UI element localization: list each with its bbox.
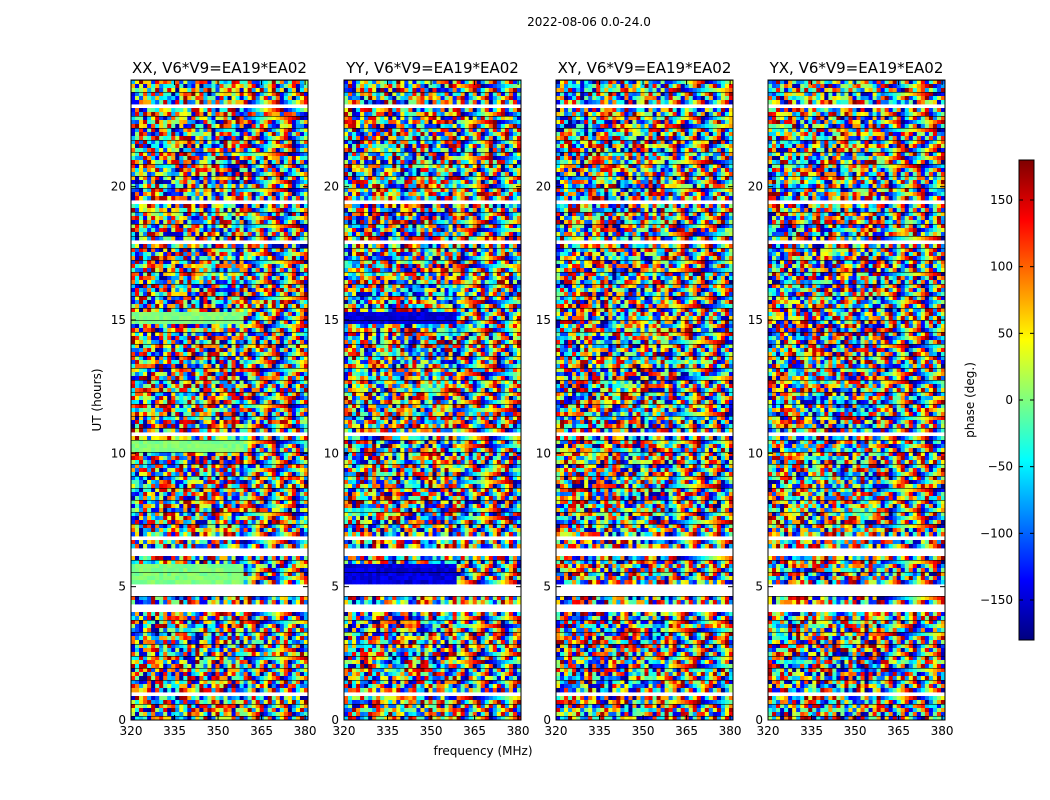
y-tick-label: 20: [324, 180, 339, 194]
panel-4: YX, V6*V9=EA19*EA02 320 335 350 365 380 0 5 10 15…: [748, 59, 954, 738]
y-tick-label: 0: [118, 713, 126, 727]
panel-frame: [130, 79, 309, 721]
y-tick-label: 10: [324, 446, 339, 460]
x-tick-label: 320: [757, 724, 780, 738]
x-tick-label: 350: [420, 724, 443, 738]
colorbar-tick-label: 100: [990, 260, 1013, 274]
panel-title: YY, V6*V9=EA19*EA02: [345, 59, 519, 77]
x-tick-label: 320: [545, 724, 568, 738]
y-tick-label: 15: [748, 313, 763, 327]
colorbar-tick-label: −100: [980, 526, 1013, 540]
x-tick-label: 380: [931, 724, 954, 738]
colorbar-tick-label: −50: [988, 460, 1013, 474]
x-tick-label: 380: [507, 724, 530, 738]
x-tick-label: 365: [250, 724, 273, 738]
x-tick-label: 335: [376, 724, 399, 738]
y-tick-label: 10: [111, 446, 126, 460]
x-tick-label: 365: [463, 724, 486, 738]
panel-1: XX, V6*V9=EA19*EA02 320 335 350 365 380 0 5 10 15…: [111, 59, 317, 738]
y-tick-label: 5: [755, 580, 763, 594]
x-tick-label: 320: [120, 724, 143, 738]
panel-2: YY, V6*V9=EA19*EA02 320 335 350 365 380 0 5 10 15…: [324, 59, 530, 738]
x-axis-label: frequency (MHz): [433, 744, 532, 758]
y-tick-label: 0: [755, 713, 763, 727]
y-tick-label: 15: [111, 313, 126, 327]
y-tick-label: 10: [748, 446, 763, 460]
x-tick-label: 335: [800, 724, 823, 738]
colorbar-tick-label: 50: [998, 326, 1013, 340]
panel-frame: [343, 79, 522, 721]
panel-3: XY, V6*V9=EA19*EA02 320 335 350 365 380 0 5 10 15…: [536, 59, 742, 738]
y-tick-label: 0: [543, 713, 551, 727]
panel-title: YX, V6*V9=EA19*EA02: [769, 59, 944, 77]
x-tick-label: 350: [207, 724, 230, 738]
colorbar-label: phase (deg.): [963, 362, 977, 438]
x-tick-label: 380: [719, 724, 742, 738]
y-tick-label: 5: [118, 580, 126, 594]
colorbar: −150 −100 −50 0 50 100 150: [980, 159, 1035, 641]
panel-frame: [555, 79, 734, 721]
y-tick-label: 10: [536, 446, 551, 460]
x-tick-label: 320: [333, 724, 356, 738]
y-tick-label: 20: [536, 180, 551, 194]
y-axis-label: UT (hours): [90, 368, 104, 431]
x-tick-label: 335: [588, 724, 611, 738]
x-tick-label: 350: [632, 724, 655, 738]
y-tick-label: 20: [111, 180, 126, 194]
phase-image: [768, 80, 945, 720]
panel-frame: [767, 79, 946, 721]
x-tick-label: 380: [294, 724, 317, 738]
figure-suptitle: 2022-08-06 0.0-24.0: [527, 15, 651, 29]
phase-image: [556, 80, 733, 720]
x-tick-label: 365: [675, 724, 698, 738]
y-tick-label: 0: [331, 713, 339, 727]
colorbar-tick-label: 0: [1005, 393, 1013, 407]
phase-image: [344, 80, 521, 720]
phase-image: [131, 80, 308, 720]
panel-title: XY, V6*V9=EA19*EA02: [558, 59, 732, 77]
panel-title: XX, V6*V9=EA19*EA02: [132, 59, 307, 77]
y-tick-label: 15: [324, 313, 339, 327]
y-tick-label: 15: [536, 313, 551, 327]
x-tick-label: 365: [887, 724, 910, 738]
y-tick-label: 5: [543, 580, 551, 594]
y-tick-label: 20: [748, 180, 763, 194]
x-tick-label: 335: [163, 724, 186, 738]
panels-group: XX, V6*V9=EA19*EA02 320 335 350 365 380 0 5 10 15…: [111, 59, 954, 738]
colorbar-tick-label: −150: [980, 593, 1013, 607]
y-tick-label: 5: [331, 580, 339, 594]
x-tick-label: 350: [844, 724, 867, 738]
colorbar-tick-label: 150: [990, 193, 1013, 207]
